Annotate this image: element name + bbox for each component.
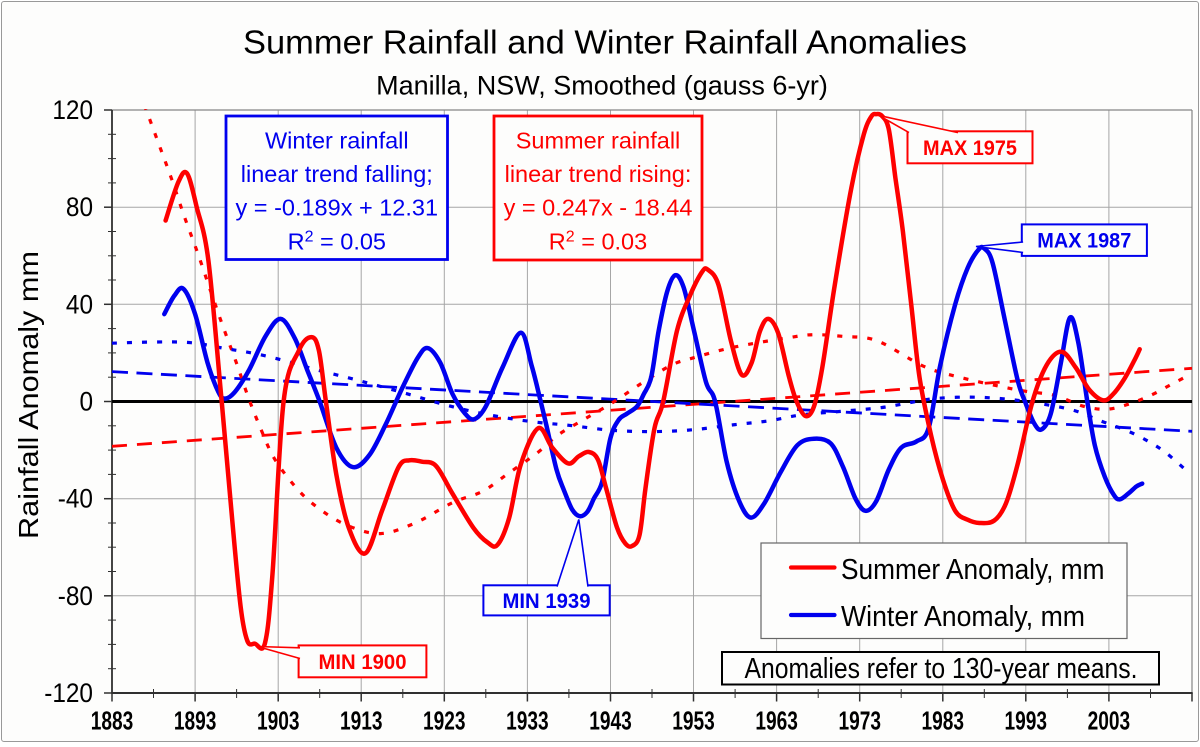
svg-text:Winter Anomaly, mm: Winter Anomaly, mm — [841, 601, 1085, 633]
svg-text:1923: 1923 — [423, 707, 466, 735]
svg-text:Rainfall Anomaly mm: Rainfall Anomaly mm — [13, 251, 44, 539]
svg-text:R2 = 0.05: R2 = 0.05 — [288, 228, 386, 255]
svg-text:1983: 1983 — [922, 707, 965, 735]
svg-text:MAX 1987: MAX 1987 — [1037, 230, 1131, 253]
svg-text:-120: -120 — [44, 679, 93, 708]
svg-text:-80: -80 — [58, 582, 93, 611]
svg-text:y = -0.189x + 12.31: y = -0.189x + 12.31 — [236, 195, 439, 221]
svg-text:1943: 1943 — [589, 707, 632, 735]
svg-text:120: 120 — [52, 96, 93, 125]
svg-text:1963: 1963 — [755, 707, 798, 735]
svg-text:linear trend falling;: linear trend falling; — [241, 161, 433, 187]
svg-text:1973: 1973 — [838, 707, 881, 735]
svg-text:80: 80 — [66, 193, 93, 222]
svg-text:40: 40 — [66, 290, 93, 319]
svg-text:2003: 2003 — [1088, 707, 1131, 735]
svg-text:Anomalies refer to 130-year me: Anomalies refer to 130-year means. — [745, 653, 1138, 685]
svg-text:linear trend rising:: linear trend rising: — [505, 161, 692, 187]
svg-text:Summer Anomaly, mm: Summer Anomaly, mm — [841, 554, 1105, 586]
svg-text:1913: 1913 — [340, 707, 383, 735]
svg-text:1953: 1953 — [672, 707, 715, 735]
svg-text:MIN 1939: MIN 1939 — [503, 590, 591, 613]
svg-text:MAX 1975: MAX 1975 — [923, 137, 1017, 160]
svg-text:1893: 1893 — [174, 707, 217, 735]
svg-text:-40: -40 — [58, 485, 93, 514]
svg-text:Summer Rainfall and Winter Rai: Summer Rainfall and Winter Rainfall Anom… — [243, 24, 967, 61]
svg-text:y = 0.247x - 18.44: y = 0.247x - 18.44 — [504, 195, 693, 221]
svg-text:Manilla, NSW, Smoothed (gauss: Manilla, NSW, Smoothed (gauss 6-yr) — [376, 71, 828, 101]
svg-text:1883: 1883 — [91, 707, 134, 735]
svg-text:MIN 1900: MIN 1900 — [319, 651, 407, 674]
svg-text:R2 = 0.03: R2 = 0.03 — [549, 228, 647, 255]
svg-text:Winter rainfall: Winter rainfall — [265, 128, 409, 154]
svg-text:Summer rainfall: Summer rainfall — [516, 128, 681, 154]
svg-text:1933: 1933 — [506, 707, 549, 735]
svg-text:0: 0 — [79, 388, 93, 417]
svg-text:1903: 1903 — [257, 707, 300, 735]
svg-text:1993: 1993 — [1005, 707, 1048, 735]
